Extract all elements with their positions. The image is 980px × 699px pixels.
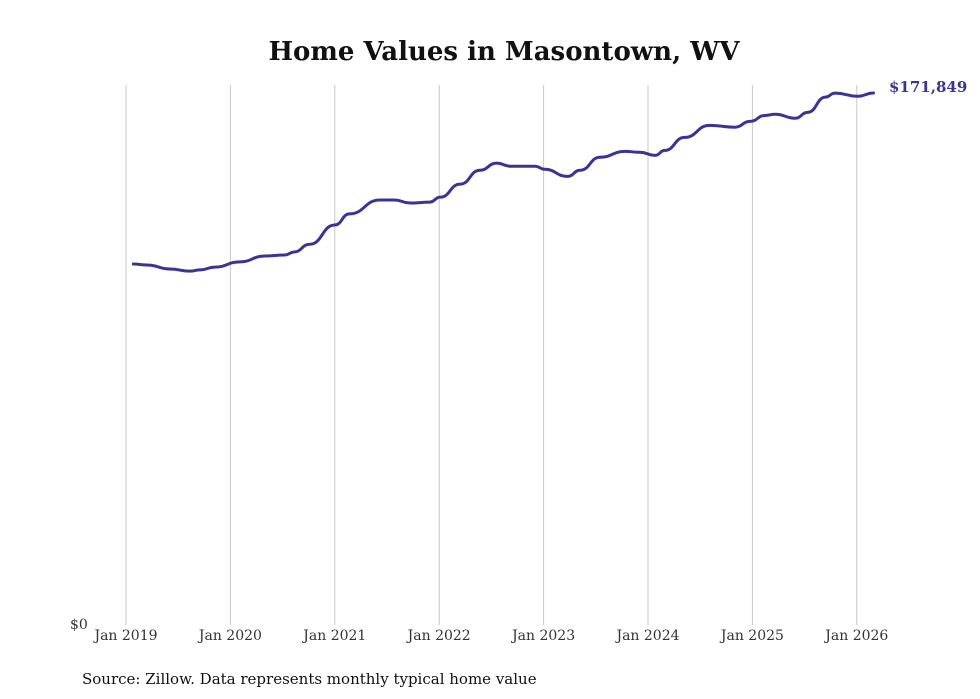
chart-title: Home Values in Masontown, WV	[268, 37, 740, 67]
gridlines	[125, 85, 858, 625]
x-tick-label: Jan 2024	[614, 628, 679, 644]
x-tick-label: Jan 2019	[92, 628, 157, 644]
x-tick-label: Jan 2025	[719, 628, 784, 644]
x-tick-label: Jan 2020	[197, 628, 262, 644]
series-line	[131, 91, 876, 273]
x-tick-label: Jan 2022	[406, 628, 471, 644]
end-value-label: $171,849	[889, 78, 967, 96]
x-tick-label: Jan 2026	[823, 628, 888, 644]
x-tick-label: Jan 2023	[510, 628, 575, 644]
source-note: Source: Zillow. Data represents monthly …	[82, 670, 537, 688]
x-tick-label: Jan 2021	[301, 628, 366, 644]
x-axis-ticks: Jan 2019 Jan 2020 Jan 2021 Jan 2022 Jan 2023…	[92, 628, 888, 644]
y-tick-label: $0	[70, 617, 88, 633]
